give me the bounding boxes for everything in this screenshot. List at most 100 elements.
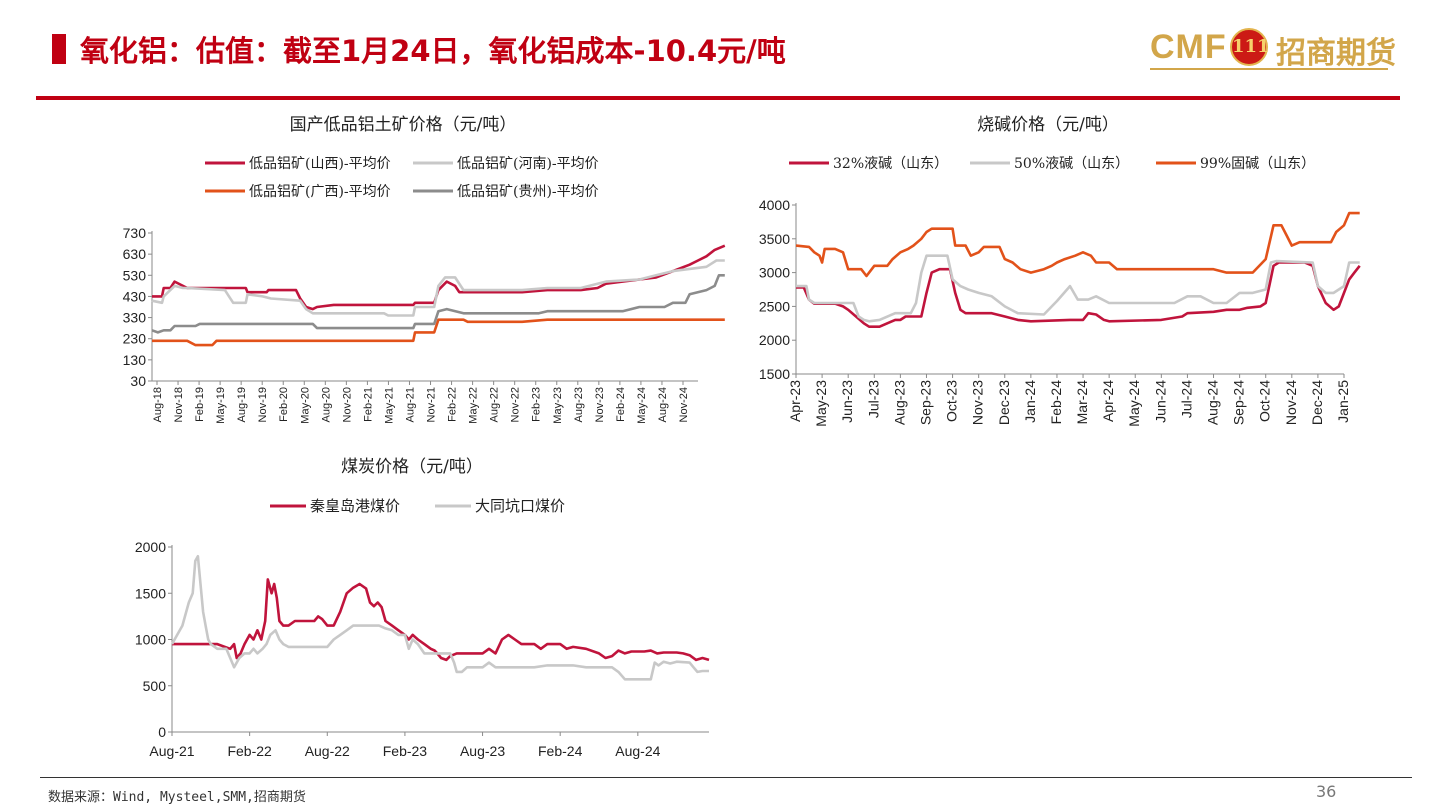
x-tick-label: Aug-23 xyxy=(460,743,505,759)
y-tick-label: 630 xyxy=(123,246,147,262)
x-tick-label: Dec-24 xyxy=(1309,380,1325,425)
x-tick-label: Nov-19 xyxy=(257,387,269,422)
y-tick-label: 730 xyxy=(123,225,147,241)
x-tick-label: Feb-24 xyxy=(1048,380,1064,425)
legend-label: 大同坑口煤价 xyxy=(475,497,565,515)
legend-label: 低品铝矿(河南)-平均价 xyxy=(457,156,599,172)
legend-label: 99%固碱（山东） xyxy=(1200,156,1315,172)
x-tick-label: Jul-23 xyxy=(865,380,881,418)
x-tick-label: Aug-22 xyxy=(305,743,350,759)
x-tick-label: Nov-22 xyxy=(510,387,522,422)
x-tick-label: Sep-24 xyxy=(1231,380,1247,425)
x-tick-label: Aug-23 xyxy=(573,387,585,422)
legend-label: 32%液碱（山东） xyxy=(833,156,948,172)
x-tick-label: Apr-24 xyxy=(1100,380,1116,422)
y-tick-label: 330 xyxy=(123,310,147,326)
title-accent-bar xyxy=(52,34,66,64)
chart-title: 国产低品铝土矿价格（元/吨） xyxy=(290,115,517,135)
x-tick-label: Nov-18 xyxy=(173,387,185,422)
x-tick-label: Feb-21 xyxy=(362,387,374,422)
y-tick-label: 3000 xyxy=(759,265,790,281)
footer-divider xyxy=(40,777,1412,778)
y-tick-label: 530 xyxy=(123,267,147,283)
x-tick-label: Nov-23 xyxy=(594,387,606,422)
page-title: 氧化铝：估值：截至1月24日，氧化铝成本-10.4元/吨 xyxy=(80,34,786,68)
y-tick-label: 2000 xyxy=(135,539,166,555)
x-tick-label: Aug-19 xyxy=(236,387,248,422)
x-tick-label: Aug-20 xyxy=(320,387,332,422)
series-line xyxy=(151,259,725,317)
x-tick-label: Aug-24 xyxy=(657,387,669,422)
x-tick-label: May-23 xyxy=(552,387,564,424)
header-divider xyxy=(36,96,1400,100)
x-tick-label: Jan-25 xyxy=(1335,380,1351,423)
x-tick-label: May-20 xyxy=(299,387,311,424)
x-tick-label: Aug-24 xyxy=(615,743,660,759)
x-tick-label: Feb-23 xyxy=(383,743,428,759)
x-tick-label: Nov-20 xyxy=(341,387,353,422)
x-tick-label: Feb-22 xyxy=(227,743,272,759)
x-tick-label: Feb-24 xyxy=(615,387,627,422)
brand-logo: CMF 111 招商期货 xyxy=(1150,26,1400,71)
x-tick-label: May-21 xyxy=(383,387,395,424)
page-number: 36 xyxy=(1316,782,1337,801)
series-line xyxy=(796,254,1360,323)
x-tick-label: Aug-24 xyxy=(1205,380,1221,425)
x-tick-label: Jul-24 xyxy=(1178,380,1194,418)
logo-chinese-text: 招商期货 xyxy=(1276,36,1396,71)
legend-label: 低品铝矿(山西)-平均价 xyxy=(249,156,391,172)
x-tick-label: Oct-23 xyxy=(944,380,960,422)
x-tick-label: Nov-21 xyxy=(426,387,438,422)
x-tick-label: Feb-24 xyxy=(538,743,583,759)
x-tick-label: Oct-24 xyxy=(1257,380,1273,422)
x-tick-label: Feb-22 xyxy=(447,387,459,422)
x-tick-label: Jan-24 xyxy=(1022,380,1038,423)
x-tick-label: Aug-22 xyxy=(489,387,501,422)
legend-label: 低品铝矿(贵州)-平均价 xyxy=(457,184,599,200)
y-tick-label: 30 xyxy=(130,373,146,389)
y-tick-label: 2500 xyxy=(759,298,790,314)
x-tick-label: Aug-18 xyxy=(152,387,164,422)
y-tick-label: 230 xyxy=(123,331,147,347)
x-tick-label: May-23 xyxy=(813,380,829,427)
y-tick-label: 430 xyxy=(123,288,147,304)
logo-latin-text: CMF xyxy=(1150,28,1227,66)
logo-badge-text: 111 xyxy=(1232,36,1270,57)
series-line xyxy=(151,274,725,334)
y-tick-label: 1500 xyxy=(135,585,166,601)
y-tick-label: 3500 xyxy=(759,231,790,247)
legend-label: 50%液碱（山东） xyxy=(1014,156,1129,172)
x-tick-label: Nov-24 xyxy=(678,387,690,422)
x-tick-label: Apr-23 xyxy=(787,380,803,422)
legend-label: 低品铝矿(广西)-平均价 xyxy=(249,184,391,200)
logo-badge-icon: 111 xyxy=(1230,28,1270,66)
x-tick-label: May-22 xyxy=(468,387,480,424)
x-tick-label: Aug-23 xyxy=(891,380,907,425)
x-tick-label: May-19 xyxy=(215,387,227,424)
x-tick-label: Aug-21 xyxy=(404,387,416,422)
x-tick-label: Jun-24 xyxy=(1152,380,1168,423)
y-tick-label: 1500 xyxy=(759,366,790,382)
y-tick-label: 4000 xyxy=(759,197,790,213)
x-tick-label: Nov-24 xyxy=(1283,380,1299,425)
x-tick-label: May-24 xyxy=(636,387,648,424)
source-note: 数据来源：Wind, Mysteel,SMM,招商期货 xyxy=(48,790,306,805)
series-line xyxy=(170,555,709,681)
x-tick-label: Dec-23 xyxy=(996,380,1012,425)
x-tick-label: Mar-24 xyxy=(1074,380,1090,425)
logo-underline xyxy=(1150,68,1388,70)
y-tick-label: 500 xyxy=(143,678,167,694)
x-tick-label: Sep-23 xyxy=(917,380,933,425)
x-tick-label: Aug-21 xyxy=(149,743,194,759)
x-tick-label: Feb-19 xyxy=(194,387,206,422)
series-line xyxy=(152,318,725,347)
x-tick-label: May-24 xyxy=(1126,380,1142,427)
y-tick-label: 0 xyxy=(158,724,166,740)
chart-title: 烧碱价格（元/吨） xyxy=(977,115,1119,135)
series-line xyxy=(795,211,1360,278)
x-tick-label: Jun-23 xyxy=(839,380,855,423)
x-tick-label: Feb-20 xyxy=(278,387,290,422)
